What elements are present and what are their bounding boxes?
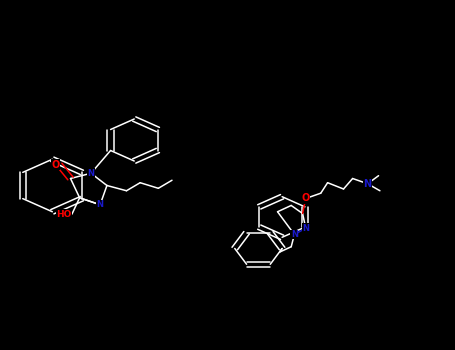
Text: N: N [364, 179, 372, 189]
Text: O: O [302, 194, 310, 203]
Text: N: N [302, 224, 309, 233]
Text: N: N [96, 200, 104, 209]
Text: HO: HO [56, 210, 72, 219]
Text: N: N [291, 230, 298, 239]
Text: N: N [87, 169, 95, 178]
Text: O: O [51, 160, 60, 169]
